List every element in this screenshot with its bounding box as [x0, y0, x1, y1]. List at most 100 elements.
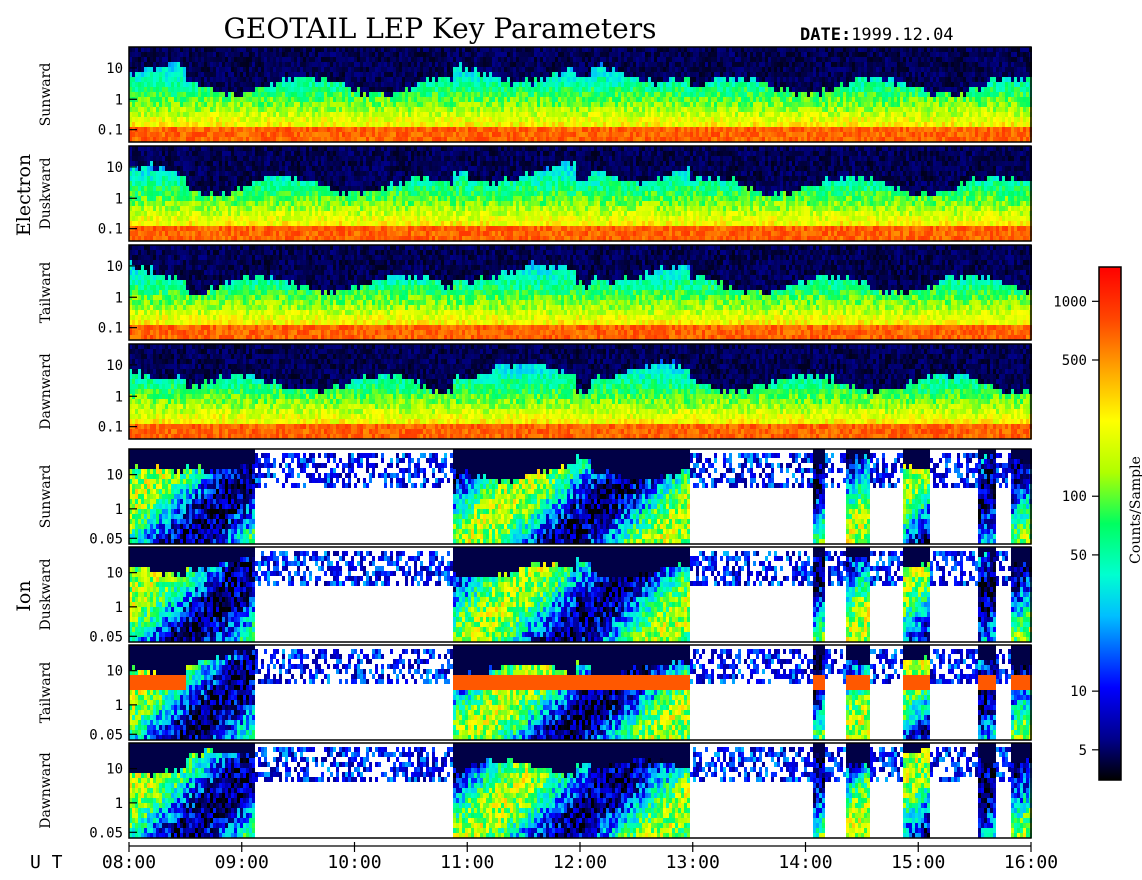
spectrogram-cell	[210, 107, 213, 112]
spectrogram-cell	[276, 82, 279, 87]
spectrogram-cell	[273, 122, 276, 127]
spectrogram-cell	[216, 77, 219, 82]
spectrogram-cell	[240, 127, 243, 132]
spectrogram-cell	[141, 122, 144, 127]
spectrogram-cell	[273, 67, 276, 72]
spectrogram-cell	[261, 82, 264, 87]
spectrogram-cell	[156, 82, 159, 87]
spectrogram-cell	[144, 62, 147, 67]
spectrogram-cell	[276, 72, 279, 77]
spectrogram-cell	[273, 102, 276, 107]
spectrogram-cell	[291, 52, 294, 57]
spectrogram-cell	[171, 77, 174, 82]
spectrogram-cell	[147, 102, 150, 107]
spectrogram-cell	[159, 112, 162, 117]
spectrogram-cell	[132, 122, 135, 127]
spectrogram-cell	[237, 72, 240, 77]
spectrogram-cell	[216, 87, 219, 92]
spectrogram-cell	[279, 62, 282, 67]
spectrogram-cell	[291, 117, 294, 122]
spectrogram-cell	[255, 67, 258, 72]
spectrogram-cell	[159, 117, 162, 122]
spectrogram-cell	[171, 127, 174, 132]
spectrogram-cell	[273, 57, 276, 62]
spectrogram-cell	[237, 57, 240, 62]
spectrogram-cell	[207, 117, 210, 122]
spectrogram-cell	[255, 132, 258, 137]
spectrogram-cell	[228, 67, 231, 72]
spectrogram-cell	[177, 107, 180, 112]
spectrogram-cell	[228, 122, 231, 127]
spectrogram-cell	[243, 127, 246, 132]
spectrogram-cell	[246, 77, 249, 82]
spectrogram-cell	[291, 92, 294, 97]
spectrogram-cell	[189, 122, 192, 127]
spectrogram-cell	[174, 77, 177, 82]
spectrogram-cell	[297, 52, 300, 57]
spectrogram-cell	[282, 97, 285, 102]
spectrogram-cell	[225, 77, 228, 82]
spectrogram-cell	[192, 52, 195, 57]
spectrogram-cell	[216, 82, 219, 87]
spectrogram-cell	[270, 77, 273, 82]
spectrogram-cell	[153, 122, 156, 127]
spectrogram-cell	[243, 112, 246, 117]
spectrogram-cell	[159, 87, 162, 92]
spectrogram-cell	[291, 112, 294, 117]
spectrogram-cell	[135, 92, 138, 97]
spectrogram-cell	[234, 102, 237, 107]
spectrogram-cell	[183, 62, 186, 67]
spectrogram-cell	[240, 102, 243, 107]
spectrogram-cell	[216, 52, 219, 57]
spectrogram-cell	[210, 127, 213, 132]
spectrogram-cell	[237, 112, 240, 117]
spectrogram-cell	[237, 102, 240, 107]
spectrogram-cell	[141, 117, 144, 122]
spectrogram-cell	[177, 77, 180, 82]
spectrogram-cell	[189, 117, 192, 122]
spectrogram-cell	[282, 132, 285, 137]
spectrogram-cell	[210, 62, 213, 67]
spectrogram-cell	[201, 97, 204, 102]
spectrogram-cell	[246, 122, 249, 127]
spectrogram-cell	[297, 57, 300, 62]
spectrogram-cell	[174, 117, 177, 122]
spectrogram-cell	[219, 107, 222, 112]
spectrogram-cell	[225, 117, 228, 122]
spectrogram-cell	[222, 82, 225, 87]
spectrogram-cell	[225, 57, 228, 62]
spectrogram-cell	[237, 122, 240, 127]
spectrogram-cell	[153, 67, 156, 72]
spectrogram-cell	[252, 72, 255, 77]
spectrogram-cell	[147, 72, 150, 77]
spectrogram-cell	[288, 107, 291, 112]
spectrogram-cell	[186, 102, 189, 107]
spectrogram-cell	[150, 107, 153, 112]
spectrogram-cell	[267, 102, 270, 107]
spectrogram-cell	[216, 122, 219, 127]
spectrogram-cell	[270, 92, 273, 97]
spectrogram-cell	[147, 122, 150, 127]
spectrogram-cell	[162, 52, 165, 57]
spectrogram-cell	[144, 102, 147, 107]
spectrogram-cell	[225, 127, 228, 132]
spectrogram-cell	[234, 82, 237, 87]
spectrogram-cell	[243, 82, 246, 87]
spectrogram-cell	[150, 67, 153, 72]
spectrogram-cell	[201, 132, 204, 137]
spectrogram-cell	[201, 62, 204, 67]
spectrogram-cell	[249, 57, 252, 62]
spectrogram-cell	[261, 77, 264, 82]
spectrogram-cell	[153, 92, 156, 97]
spectrogram-cell	[285, 87, 288, 92]
spectrogram-cell	[234, 52, 237, 57]
spectrogram-cell	[183, 112, 186, 117]
spectrogram-cell	[270, 107, 273, 112]
spectrogram-cell	[153, 97, 156, 102]
spectrogram-cell	[168, 72, 171, 77]
spectrogram-cell	[294, 52, 297, 57]
spectrogram-cell	[279, 112, 282, 117]
spectrogram-cell	[237, 67, 240, 72]
spectrogram-cell	[165, 102, 168, 107]
spectrogram-cell	[192, 77, 195, 82]
